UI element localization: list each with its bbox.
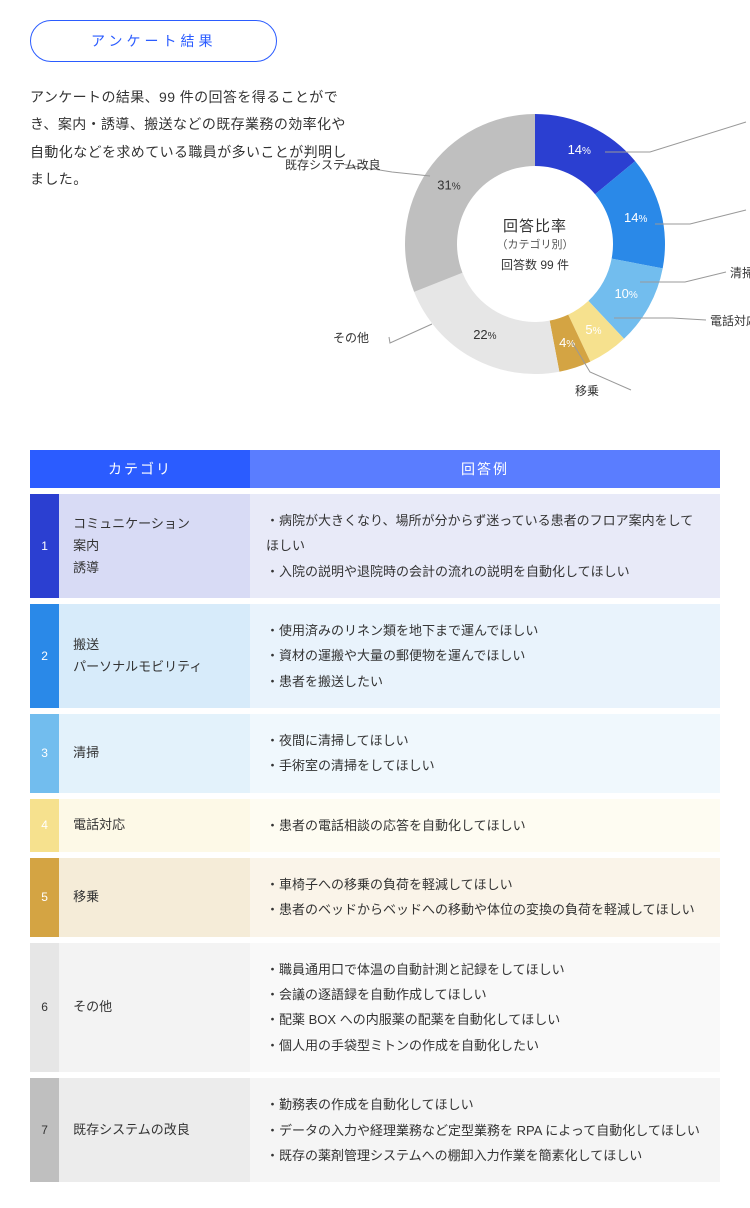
table-row: 2搬送パーソナルモビリティ使用済みのリネン類を地下まで運んでほしい資材の運搬や大… (30, 604, 720, 708)
row-category: 移乗 (59, 858, 250, 937)
row-category: コミュニケーション案内誘導 (59, 494, 250, 598)
row-answers: 夜間に清掃してほしい手術室の清掃をしてほしい (250, 714, 720, 793)
slice-label: 既存システム改良 (285, 156, 381, 173)
row-number: 2 (30, 604, 59, 708)
row-category: その他 (59, 943, 250, 1072)
table-row: 1コミュニケーション案内誘導病院が大きくなり、場所が分からず迷っている患者のフロ… (30, 494, 720, 598)
table-row: 5移乗車椅子への移乗の負荷を軽減してほしい患者のベッドからベッドへの移動や体位の… (30, 858, 720, 937)
slice-label: 移乗 (575, 382, 599, 399)
row-number: 4 (30, 799, 59, 852)
answer-item: 患者の電話相談の応答を自動化してほしい (266, 813, 704, 838)
row-number: 6 (30, 943, 59, 1072)
answer-item: 既存の薬剤管理システムへの棚卸入力作業を簡素化してほしい (266, 1143, 704, 1168)
row-number: 3 (30, 714, 59, 793)
leader-line (655, 210, 746, 224)
row-category: 既存システムの改良 (59, 1078, 250, 1182)
th-answers: 回答例 (250, 450, 720, 488)
answer-item: 勤務表の作成を自動化してほしい (266, 1092, 704, 1117)
row-category: 清掃 (59, 714, 250, 793)
row-answers: 使用済みのリネン類を地下まで運んでほしい資材の運搬や大量の郵便物を運んでほしい患… (250, 604, 720, 708)
answer-item: 入院の説明や退院時の会計の流れの説明を自動化してほしい (266, 559, 704, 584)
slice-label: 電話対応 (710, 312, 750, 329)
leader-line (614, 318, 706, 320)
answer-item: 夜間に清掃してほしい (266, 728, 704, 753)
slice-label: その他 (333, 329, 369, 346)
answer-item: データの入力や経理業務など定型業務を RPA によって自動化してほしい (266, 1118, 704, 1143)
answer-item: 患者を搬送したい (266, 669, 704, 694)
answer-item: 配薬 BOX への内服薬の配薬を自動化してほしい (266, 1007, 704, 1032)
leader-line (605, 122, 746, 152)
answer-item: 使用済みのリネン類を地下まで運んでほしい (266, 618, 704, 643)
row-number: 1 (30, 494, 59, 598)
leader-lines (330, 94, 750, 414)
answer-item: 会議の逐語録を自動作成してほしい (266, 982, 704, 1007)
intro-text: アンケートの結果、99 件の回答を得ることができ、案内・誘導、搬送などの既存業務… (30, 84, 360, 193)
donut-chart: 14%14%10%5%4%22%31% 回答比率 （カテゴリ別） 回答数 99 … (330, 94, 750, 394)
th-category: カテゴリ (30, 450, 250, 488)
answer-item: 職員通用口で体温の自動計測と記録をしてほしい (266, 957, 704, 982)
row-category: 電話対応 (59, 799, 250, 852)
answer-item: 個人用の手袋型ミトンの作成を自動化したい (266, 1033, 704, 1058)
table-row: 7既存システムの改良勤務表の作成を自動化してほしいデータの入力や経理業務など定型… (30, 1078, 720, 1182)
leader-line (640, 272, 726, 282)
table-row: 4電話対応患者の電話相談の応答を自動化してほしい (30, 799, 720, 852)
answer-item: 患者のベッドからベッドへの移動や体位の変換の負荷を軽減してほしい (266, 897, 704, 922)
answer-item: 資材の運搬や大量の郵便物を運んでほしい (266, 643, 704, 668)
row-number: 5 (30, 858, 59, 937)
row-answers: 患者の電話相談の応答を自動化してほしい (250, 799, 720, 852)
row-number: 7 (30, 1078, 59, 1182)
row-answers: 病院が大きくなり、場所が分からず迷っている患者のフロア案内をしてほしい入院の説明… (250, 494, 720, 598)
table-row: 6その他職員通用口で体温の自動計測と記録をしてほしい会議の逐語録を自動作成してほ… (30, 943, 720, 1072)
table-row: 3清掃夜間に清掃してほしい手術室の清掃をしてほしい (30, 714, 720, 793)
top-area: アンケートの結果、99 件の回答を得ることができ、案内・誘導、搬送などの既存業務… (30, 84, 720, 404)
answer-item: 病院が大きくなり、場所が分からず迷っている患者のフロア案内をしてほしい (266, 508, 704, 559)
badge-text: アンケート結果 (91, 33, 216, 49)
table-body: 1コミュニケーション案内誘導病院が大きくなり、場所が分からず迷っている患者のフロ… (30, 494, 720, 1182)
slice-label: 清掃 (730, 264, 750, 281)
answer-item: 車椅子への移乗の負荷を軽減してほしい (266, 872, 704, 897)
answer-item: 手術室の清掃をしてほしい (266, 753, 704, 778)
row-answers: 勤務表の作成を自動化してほしいデータの入力や経理業務など定型業務を RPA によ… (250, 1078, 720, 1182)
category-table: カテゴリ 回答例 1コミュニケーション案内誘導病院が大きくなり、場所が分からず迷… (30, 444, 720, 1188)
leader-line (389, 324, 432, 343)
row-category: 搬送パーソナルモビリティ (59, 604, 250, 708)
section-badge: アンケート結果 (30, 20, 277, 62)
row-answers: 車椅子への移乗の負荷を軽減してほしい患者のベッドからベッドへの移動や体位の変換の… (250, 858, 720, 937)
row-answers: 職員通用口で体温の自動計測と記録をしてほしい会議の逐語録を自動作成してほしい配薬… (250, 943, 720, 1072)
